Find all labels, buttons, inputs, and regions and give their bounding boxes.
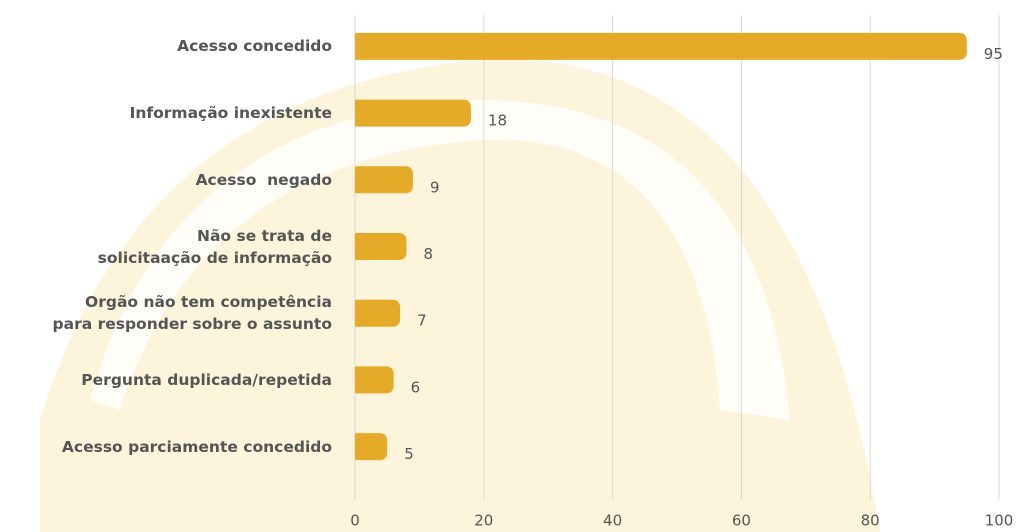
value-label: 5 (404, 445, 414, 463)
value-label: 7 (417, 312, 427, 330)
bar (355, 300, 400, 327)
y-tick-label: Acesso concedido (177, 35, 332, 57)
x-tick-label: 40 (603, 512, 622, 530)
y-tick-label: Não se trata de solicitaação de informaç… (98, 225, 332, 269)
y-tick-label: Pergunta duplicada/repetida (81, 369, 332, 391)
bar (355, 100, 471, 127)
y-tick-label: Informação inexistente (130, 102, 332, 124)
bar (355, 433, 387, 460)
bar (355, 233, 407, 260)
value-label: 9 (430, 178, 440, 196)
y-tick-label: Acesso parciamente concedido (62, 436, 332, 458)
value-label: 18 (488, 112, 507, 130)
x-tick-label: 100 (985, 512, 1014, 530)
bar (355, 366, 394, 393)
x-tick-label: 0 (350, 512, 360, 530)
value-label: 8 (424, 245, 434, 263)
bar (355, 166, 413, 193)
x-tick-label: 20 (474, 512, 493, 530)
bar (355, 33, 967, 60)
value-label: 95 (984, 45, 1003, 63)
x-tick-label: 60 (732, 512, 751, 530)
chart: 0 20 40 60 80 100 95 18 9 8 7 6 5 Acesso concedido In… (0, 0, 1024, 532)
y-tick-label: Orgão não tem competência para responder… (53, 291, 332, 335)
y-tick-label: Acesso negado (196, 169, 332, 191)
value-label: 6 (411, 378, 421, 396)
x-tick-label: 80 (861, 512, 880, 530)
